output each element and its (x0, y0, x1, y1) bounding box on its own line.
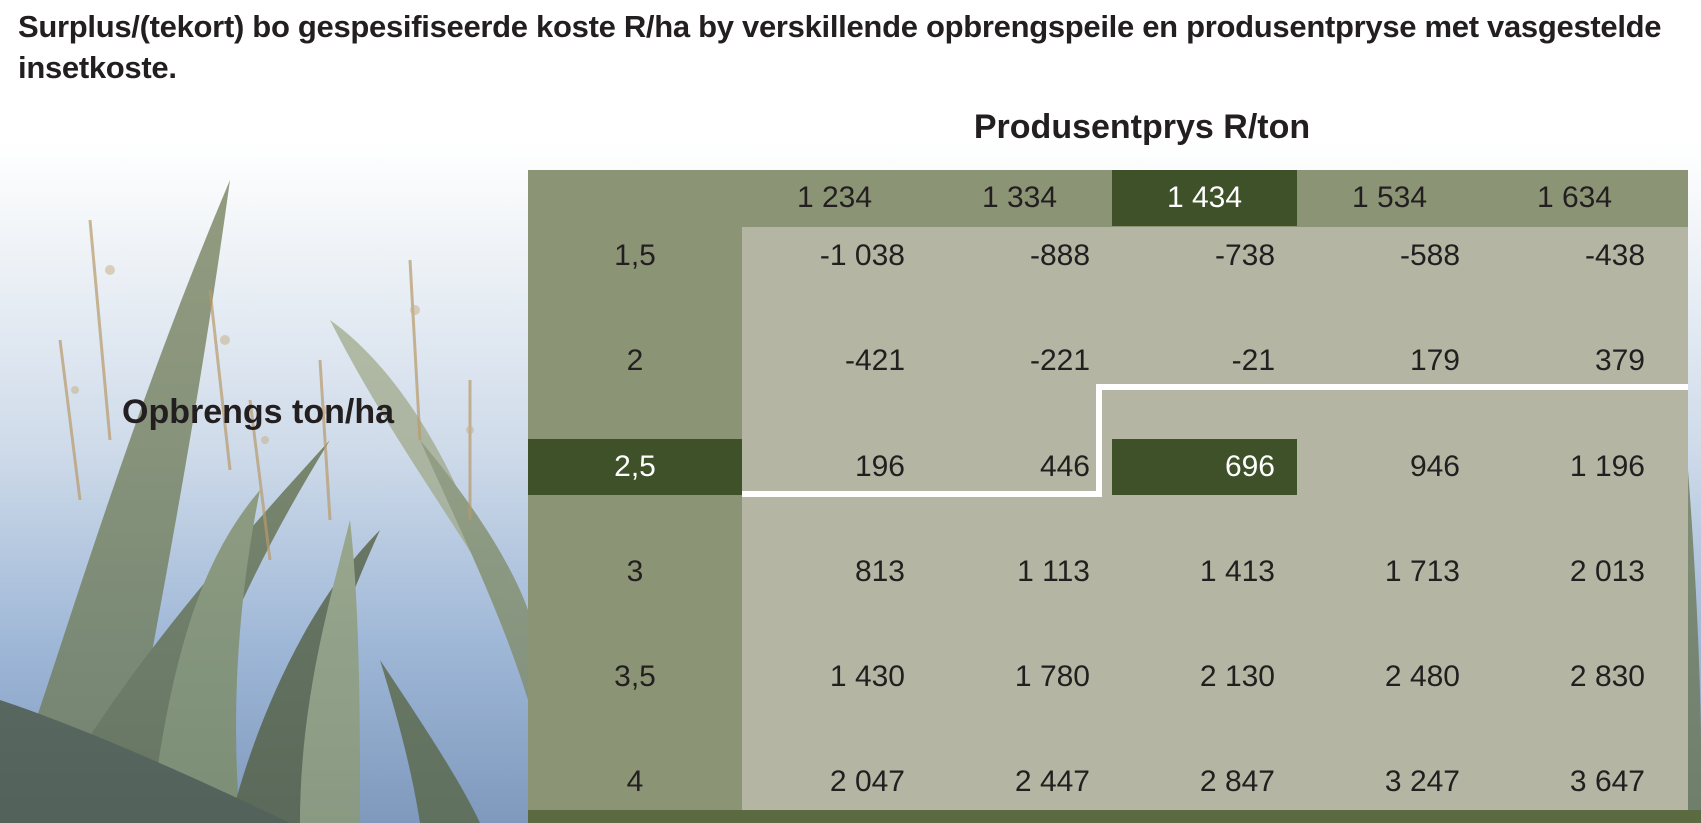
page-title: Surplus/(tekort) bo gespesifiseerde kost… (18, 9, 1662, 85)
sensitivity-table: 1 234 1 334 1 434 1 534 1 634 1,5 2 2,5 … (528, 170, 1688, 810)
table-cell: -221 (1029, 344, 1090, 377)
break-even-line-vertical (1096, 384, 1102, 497)
break-even-line-lower (742, 491, 1102, 497)
yield-axis-label: Opbrengs ton/ha (122, 393, 394, 431)
table-cell: 1 113 (1017, 555, 1090, 588)
table-cell: 2 047 (829, 765, 905, 798)
table-cell: -438 (1584, 239, 1645, 272)
table-cell: 2 847 (1199, 765, 1275, 798)
price-axis-header: Produsentprys R/ton (508, 108, 1701, 147)
price-header-cell: 1 234 (742, 170, 927, 226)
break-even-line-upper (1096, 384, 1688, 390)
table-cell: 1 413 (1199, 555, 1275, 588)
table-cell: 2 830 (1569, 660, 1645, 693)
table-cell: 813 (854, 555, 905, 588)
table-cell: 2 447 (1014, 765, 1090, 798)
yield-row-header-highlighted: 2,5 (528, 439, 742, 495)
yield-row-header: 1,5 (528, 228, 742, 284)
table-cell: -1 038 (819, 239, 905, 272)
table-cell: 1 196 (1569, 450, 1645, 483)
table-cell: -738 (1214, 239, 1275, 272)
table-cell: 446 (1039, 450, 1090, 483)
table-cell: 1 780 (1014, 660, 1090, 693)
price-axis-label: Produsentprys R/ton (973, 108, 1311, 146)
table-cell-highlighted: 696 (1112, 439, 1297, 495)
yield-row-header: 3,5 (528, 649, 742, 705)
table-cell: 1 713 (1384, 555, 1460, 588)
price-header-cell: 1 334 (927, 170, 1112, 226)
table-cell: 1 430 (829, 660, 905, 693)
table-cell: -588 (1399, 239, 1460, 272)
table-cell: 2 480 (1384, 660, 1460, 693)
price-header-cell: 1 534 (1297, 170, 1482, 226)
table-cell: -421 (844, 344, 905, 377)
table-cell: 196 (854, 450, 905, 483)
table-cell: 3 647 (1569, 765, 1645, 798)
table-cell: 2 013 (1569, 555, 1645, 588)
table-cell: 3 247 (1384, 765, 1460, 798)
table-cell: -888 (1029, 239, 1090, 272)
yield-row-header: 4 (528, 754, 742, 810)
yield-row-header: 2 (528, 333, 742, 389)
price-header-cell-highlighted: 1 434 (1112, 170, 1297, 226)
table-cell: 946 (1409, 450, 1460, 483)
table-cell: 379 (1594, 344, 1645, 377)
yield-row-header: 3 (528, 544, 742, 600)
table-cell: -21 (1231, 344, 1275, 377)
table-cell: 2 130 (1199, 660, 1275, 693)
price-header-cell: 1 634 (1482, 170, 1667, 226)
table-cell: 179 (1409, 344, 1460, 377)
